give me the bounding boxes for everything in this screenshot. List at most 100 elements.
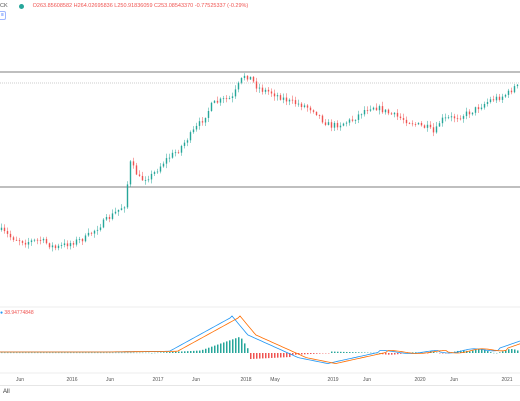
candle-body (46, 239, 47, 243)
macd-histogram-bar (211, 347, 213, 353)
candle-body (40, 240, 41, 241)
macd-histogram-bar (283, 353, 285, 357)
candle-body (496, 97, 497, 101)
macd-histogram-bar (226, 341, 228, 353)
x-axis-tick-label: Jun (450, 377, 458, 383)
macd-histogram-bar (235, 338, 237, 353)
candle-body (436, 126, 437, 132)
macd-legend-dot: ● (0, 310, 3, 316)
x-axis-tick-label: 2016 (66, 377, 77, 383)
candle-body (376, 108, 377, 110)
candle-body (454, 116, 455, 118)
candle-body (13, 237, 14, 240)
candle-body (115, 212, 116, 214)
macd-histogram-bar (175, 352, 177, 353)
candle-body (301, 104, 302, 107)
candle-body (202, 121, 203, 122)
candle-body (481, 108, 482, 109)
candle-body (265, 90, 266, 92)
candle-body (472, 113, 473, 115)
candle-body (73, 243, 74, 245)
macd-histogram-bar (199, 351, 201, 353)
candle-body (367, 110, 368, 111)
candle-body (379, 106, 380, 110)
macd-histogram-bar (229, 340, 231, 353)
candle-body (400, 117, 401, 118)
macd-histogram-bar (271, 353, 273, 358)
candle-body (61, 245, 62, 246)
candle-body (136, 165, 137, 174)
macd-histogram-bar (169, 352, 171, 353)
macd-histogram-bar (310, 353, 312, 354)
candle-body (235, 89, 236, 96)
candle-body (118, 210, 119, 212)
candle-body (514, 86, 515, 92)
macd-histogram-bar (178, 352, 180, 353)
candle-body (25, 243, 26, 245)
candle-body (181, 146, 182, 153)
candle-body (103, 220, 104, 228)
candle-body (358, 114, 359, 119)
candle-body (232, 96, 233, 98)
candle-body (88, 233, 89, 236)
candle-body (361, 114, 362, 115)
candle-body (418, 123, 419, 124)
candle-body (415, 124, 416, 125)
macd-histogram-bar (358, 352, 360, 353)
candle-body (511, 91, 512, 93)
candle-body (466, 112, 467, 116)
candle-body (517, 85, 518, 86)
macd-histogram-bar (193, 351, 195, 353)
candle-body (238, 83, 239, 90)
candle-body (169, 158, 170, 159)
range-all-button[interactable]: All (3, 389, 10, 395)
candle-body (424, 125, 425, 127)
candle-body (304, 105, 305, 107)
candle-body (241, 78, 242, 83)
candle-body (97, 230, 98, 231)
range-selector-bar: All (0, 385, 520, 401)
candle-body (292, 100, 293, 101)
candle-body (121, 208, 122, 210)
macd-histogram-bar (238, 337, 240, 353)
candle-body (139, 174, 140, 175)
macd-histogram-bar (319, 353, 321, 354)
candle-body (406, 120, 407, 123)
candle-body (256, 81, 257, 88)
candle-body (247, 76, 248, 80)
candle-body (334, 123, 335, 128)
macd-histogram-bar (490, 352, 492, 353)
candle-body (322, 116, 323, 123)
candle-body (337, 123, 338, 127)
candle-body (106, 217, 107, 220)
candle-body (82, 239, 83, 241)
candle-body (319, 115, 320, 116)
macd-histogram-bar (316, 353, 318, 354)
macd-histogram-bar (517, 350, 519, 353)
candle-body (403, 118, 404, 120)
x-axis-tick-label: 2021 (501, 377, 512, 383)
candle-body (154, 172, 155, 174)
macd-histogram-bar (262, 353, 264, 358)
candle-body (355, 120, 356, 121)
candle-body (49, 243, 50, 247)
candle-body (373, 108, 374, 110)
candle-body (190, 132, 191, 140)
candle-body (220, 99, 221, 103)
candle-body (391, 113, 392, 114)
macd-histogram-bar (346, 352, 348, 353)
candle-body (211, 103, 212, 111)
macd-histogram-bar (265, 353, 267, 358)
candle-body (172, 153, 173, 158)
candle-body (493, 99, 494, 100)
candle-body (37, 240, 38, 241)
macd-histogram-bar (511, 349, 513, 353)
macd-histogram-bar (397, 353, 399, 354)
macd-histogram-bar (196, 351, 198, 353)
candle-body (259, 88, 260, 89)
candle-body (43, 239, 44, 240)
candle-body (289, 100, 290, 102)
macd-histogram-bar (277, 353, 279, 358)
candle-body (109, 217, 110, 219)
